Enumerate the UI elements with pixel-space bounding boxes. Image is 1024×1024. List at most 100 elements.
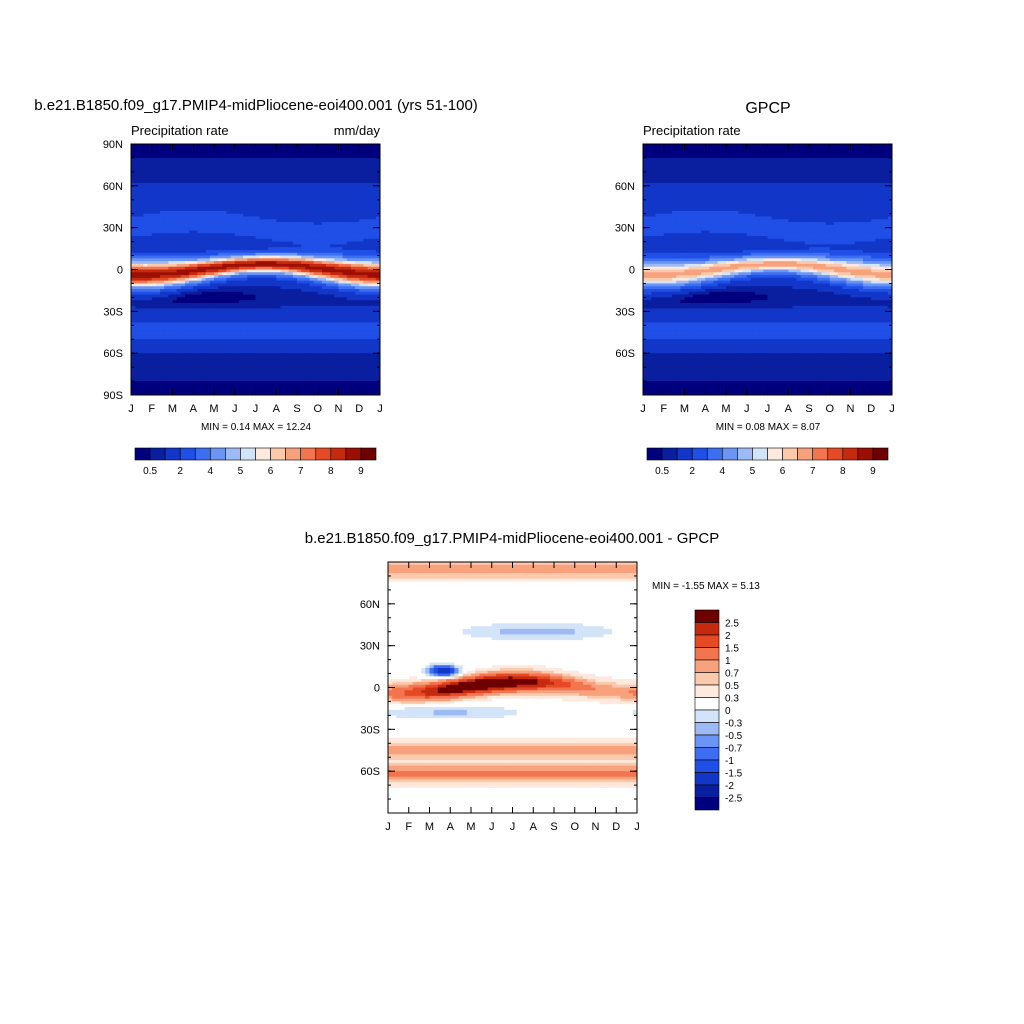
heatmap-cell bbox=[131, 328, 136, 332]
heatmap-cell bbox=[309, 286, 314, 290]
heatmap-cell bbox=[367, 169, 373, 173]
heatmap-cell bbox=[375, 283, 381, 287]
heatmap-cell bbox=[371, 252, 377, 256]
heatmap-cell bbox=[355, 261, 360, 265]
heatmap-cell bbox=[346, 155, 352, 159]
heatmap-cell bbox=[326, 355, 331, 360]
heatmap-cell bbox=[155, 185, 161, 190]
heatmap-cell bbox=[164, 261, 169, 265]
heatmap-cell bbox=[155, 188, 161, 192]
heatmap-cell bbox=[367, 216, 373, 220]
heatmap-cell bbox=[350, 314, 356, 318]
heatmap-cell bbox=[184, 269, 190, 273]
heatmap-cell bbox=[363, 199, 368, 203]
heatmap-cell bbox=[259, 269, 265, 273]
heatmap-cell bbox=[276, 155, 281, 159]
heatmap-cell bbox=[205, 202, 211, 206]
heatmap-cell bbox=[214, 266, 219, 270]
heatmap-cell bbox=[184, 208, 190, 212]
heatmap-cell bbox=[292, 328, 298, 332]
heatmap-cell bbox=[193, 247, 198, 251]
heatmap-cell bbox=[334, 196, 339, 201]
heatmap-cell bbox=[151, 244, 157, 248]
heatmap-cell bbox=[184, 174, 190, 178]
heatmap-cell bbox=[375, 180, 381, 184]
heatmap-cell bbox=[297, 196, 302, 201]
heatmap-cell bbox=[218, 188, 223, 192]
heatmap-cell bbox=[342, 191, 348, 195]
heatmap-cell bbox=[297, 216, 302, 220]
heatmap-cell bbox=[276, 238, 281, 243]
heatmap-cell bbox=[226, 300, 231, 304]
heatmap-cell bbox=[338, 302, 344, 307]
heatmap-cell bbox=[367, 367, 373, 371]
heatmap-cell bbox=[297, 333, 302, 337]
heatmap-cell bbox=[321, 236, 327, 240]
heatmap-cell bbox=[234, 233, 240, 237]
heatmap-cell bbox=[247, 308, 252, 312]
heatmap-cell bbox=[375, 146, 381, 150]
heatmap-cell bbox=[367, 339, 373, 343]
heatmap-cell bbox=[189, 188, 194, 192]
heatmap-cell bbox=[251, 261, 256, 265]
heatmap-cell bbox=[131, 314, 136, 318]
heatmap-cell bbox=[172, 199, 178, 203]
heatmap-cell bbox=[172, 208, 178, 212]
heatmap-cell bbox=[342, 316, 348, 321]
heatmap-cell bbox=[255, 188, 261, 192]
heatmap-cell bbox=[346, 227, 352, 231]
heatmap-cell bbox=[226, 177, 231, 181]
heatmap-cell bbox=[247, 216, 252, 220]
heatmap-cell bbox=[243, 210, 248, 215]
heatmap-cell bbox=[317, 344, 323, 348]
heatmap-cell bbox=[330, 342, 335, 346]
heatmap-cell bbox=[193, 283, 198, 287]
heatmap-cell bbox=[301, 149, 306, 153]
heatmap-cell bbox=[172, 258, 178, 262]
heatmap-cell bbox=[247, 353, 252, 357]
heatmap-cell bbox=[321, 353, 327, 357]
heatmap-cell bbox=[251, 255, 256, 259]
heatmap-cell bbox=[338, 277, 344, 282]
heatmap-cell bbox=[218, 322, 223, 326]
heatmap-cell bbox=[288, 322, 294, 326]
heatmap-cell bbox=[321, 219, 327, 223]
heatmap-cell bbox=[359, 169, 364, 173]
heatmap-cell bbox=[168, 316, 173, 321]
heatmap-cell bbox=[143, 191, 148, 195]
heatmap-cell bbox=[176, 160, 182, 164]
heatmap-cell bbox=[139, 177, 144, 181]
heatmap-cell bbox=[255, 308, 261, 312]
heatmap-cell bbox=[346, 283, 352, 287]
heatmap-cell bbox=[172, 280, 178, 284]
heatmap-cell bbox=[355, 311, 360, 315]
heatmap-cell bbox=[342, 305, 348, 309]
heatmap-cell bbox=[234, 275, 240, 279]
heatmap-cell bbox=[359, 325, 364, 329]
heatmap-cell bbox=[301, 222, 306, 226]
heatmap-cell bbox=[309, 316, 314, 321]
heatmap-cell bbox=[189, 146, 194, 150]
heatmap-cell bbox=[189, 316, 194, 321]
heatmap-cell bbox=[301, 319, 306, 323]
heatmap-cell bbox=[209, 238, 215, 243]
heatmap-cell bbox=[375, 169, 381, 173]
heatmap-cell bbox=[371, 263, 377, 268]
heatmap-cell bbox=[222, 233, 227, 237]
heatmap-cell bbox=[214, 294, 219, 298]
heatmap-cell bbox=[160, 289, 165, 293]
heatmap-cell bbox=[359, 314, 364, 318]
heatmap-cell bbox=[355, 339, 360, 343]
heatmap-cell bbox=[209, 194, 215, 198]
heatmap-cell bbox=[251, 314, 256, 318]
heatmap-cell bbox=[164, 280, 169, 284]
heatmap-cell bbox=[151, 174, 157, 178]
heatmap-cell bbox=[230, 144, 236, 148]
heatmap-cell bbox=[251, 316, 256, 321]
heatmap-cell bbox=[222, 289, 227, 293]
heatmap-cell bbox=[330, 372, 335, 376]
heatmap-cell bbox=[151, 149, 157, 153]
heatmap-cell bbox=[255, 230, 261, 234]
heatmap-cell bbox=[184, 185, 190, 190]
heatmap-cell bbox=[334, 314, 339, 318]
